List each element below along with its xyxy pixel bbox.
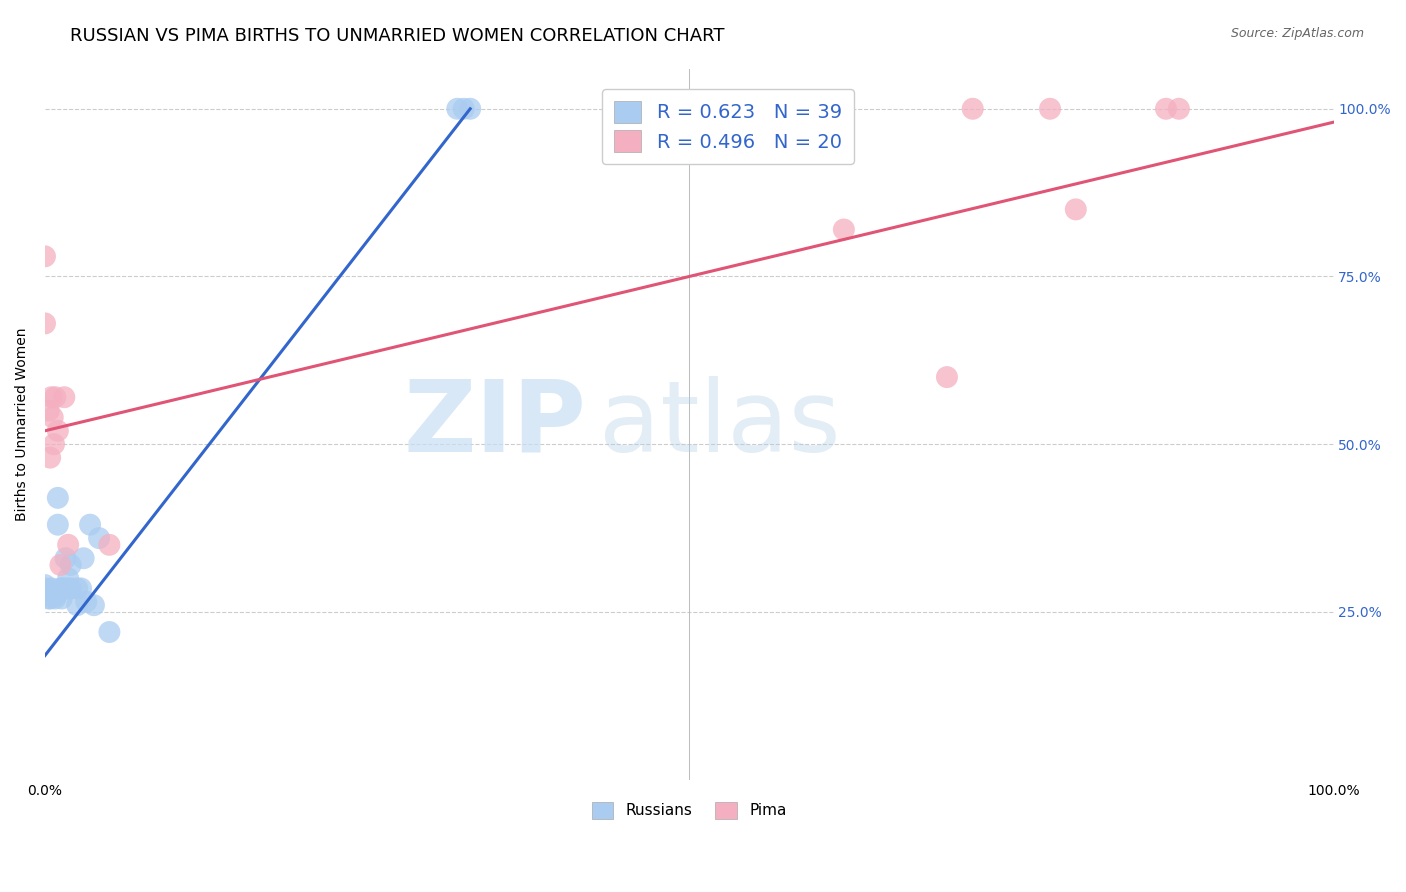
- Point: [962, 102, 984, 116]
- Point: [59, 582, 82, 596]
- Point: [46, 517, 69, 532]
- Point: [41, 410, 63, 425]
- Point: [34, 249, 56, 263]
- Point: [41, 584, 63, 599]
- Point: [41, 582, 63, 596]
- Point: [42, 584, 65, 599]
- Legend: Russians, Pima: Russians, Pima: [586, 796, 793, 825]
- Point: [34, 582, 56, 596]
- Point: [98, 625, 121, 640]
- Point: [44, 591, 66, 606]
- Point: [51, 591, 73, 606]
- Text: RUSSIAN VS PIMA BIRTHS TO UNMARRIED WOMEN CORRELATION CHART: RUSSIAN VS PIMA BIRTHS TO UNMARRIED WOME…: [70, 27, 725, 45]
- Point: [49, 558, 72, 572]
- Point: [39, 591, 62, 606]
- Point: [49, 582, 72, 596]
- Point: [42, 437, 65, 451]
- Point: [1154, 102, 1177, 116]
- Point: [458, 102, 481, 116]
- Point: [832, 222, 855, 236]
- Point: [87, 531, 110, 545]
- Point: [75, 595, 97, 609]
- Point: [34, 588, 56, 602]
- Point: [1039, 102, 1062, 116]
- Text: atlas: atlas: [599, 376, 841, 473]
- Point: [42, 588, 65, 602]
- Point: [59, 558, 82, 572]
- Point: [1064, 202, 1087, 217]
- Point: [446, 102, 468, 116]
- Point: [41, 588, 63, 602]
- Point: [1167, 102, 1189, 116]
- Point: [46, 424, 69, 438]
- Point: [66, 598, 89, 612]
- Point: [55, 551, 77, 566]
- Point: [34, 317, 56, 331]
- Point: [66, 582, 89, 596]
- Point: [38, 591, 60, 606]
- Point: [56, 571, 79, 585]
- Point: [41, 390, 63, 404]
- Point: [38, 403, 60, 417]
- Point: [53, 582, 76, 596]
- Point: [34, 578, 56, 592]
- Point: [53, 390, 76, 404]
- Point: [453, 102, 475, 116]
- Point: [44, 390, 66, 404]
- Y-axis label: Births to Unmarried Women: Births to Unmarried Women: [15, 327, 30, 521]
- Point: [44, 588, 66, 602]
- Point: [79, 517, 101, 532]
- Point: [936, 370, 959, 384]
- Point: [38, 584, 60, 599]
- Point: [56, 538, 79, 552]
- Point: [72, 551, 94, 566]
- Point: [39, 450, 62, 465]
- Text: Source: ZipAtlas.com: Source: ZipAtlas.com: [1230, 27, 1364, 40]
- Point: [34, 584, 56, 599]
- Point: [46, 491, 69, 505]
- Point: [70, 582, 93, 596]
- Point: [83, 598, 105, 612]
- Point: [52, 582, 75, 596]
- Point: [56, 582, 79, 596]
- Point: [45, 588, 67, 602]
- Point: [38, 588, 60, 602]
- Text: ZIP: ZIP: [404, 376, 586, 473]
- Point: [98, 538, 121, 552]
